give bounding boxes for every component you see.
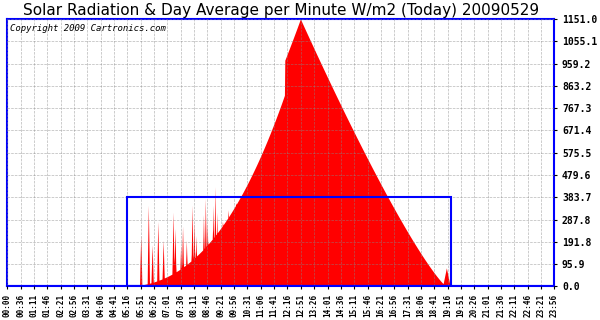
Text: Copyright 2009 Cartronics.com: Copyright 2009 Cartronics.com xyxy=(10,24,166,33)
Bar xyxy=(127,197,451,286)
Title: Solar Radiation & Day Average per Minute W/m2 (Today) 20090529: Solar Radiation & Day Average per Minute… xyxy=(23,3,539,18)
